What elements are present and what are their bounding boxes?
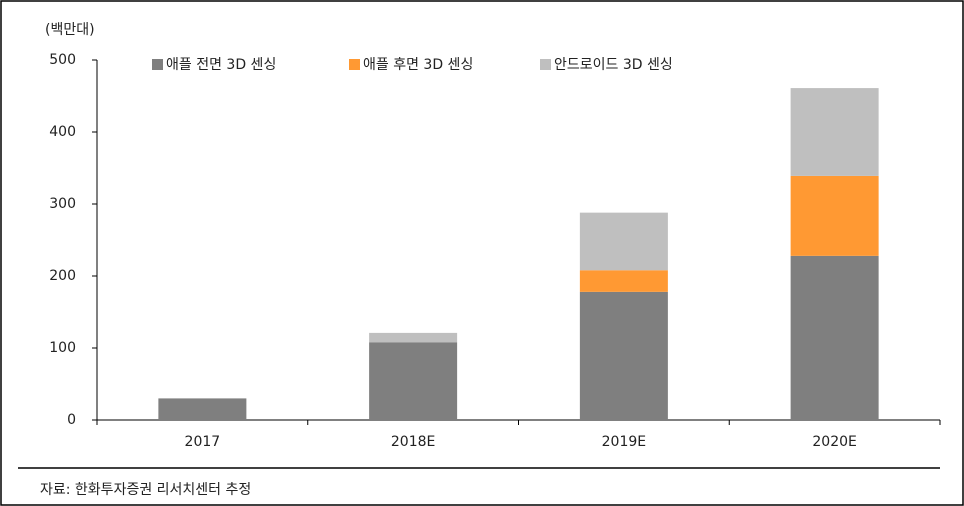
x-tick-label: 2017 <box>185 434 221 450</box>
bar-segment <box>579 212 668 271</box>
bar-segment <box>579 270 668 292</box>
y-tick-label: 500 <box>49 52 76 68</box>
y-tick-label: 100 <box>49 340 76 356</box>
bar-segment <box>369 342 458 420</box>
legend-swatch <box>152 59 163 70</box>
legend-swatch <box>349 59 360 70</box>
legend-swatch <box>540 59 551 70</box>
y-tick-label: 400 <box>49 124 76 140</box>
unit-label: (백만대) <box>45 22 95 38</box>
source: 자료: 한화투자증권 리서치센터 추정 <box>40 482 251 498</box>
legend-label: 애플 전면 3D 센싱 <box>166 57 276 73</box>
bar-segment <box>790 88 879 176</box>
x-tick-label: 2020E <box>812 434 856 450</box>
legend-label: 애플 후면 3D 센싱 <box>363 57 473 73</box>
bar-segment <box>579 291 668 420</box>
bar-segment <box>790 255 879 420</box>
y-tick-label: 0 <box>67 412 76 428</box>
y-tick-label: 300 <box>49 196 76 212</box>
bar-segment <box>369 332 458 343</box>
x-tick-label: 2019E <box>602 434 646 450</box>
bar-segment <box>790 175 879 256</box>
legend-label: 안드로이드 3D 센싱 <box>554 57 673 73</box>
x-tick-label: 2018E <box>391 434 435 450</box>
bar-segment <box>158 398 247 420</box>
y-tick-label: 200 <box>49 268 76 284</box>
